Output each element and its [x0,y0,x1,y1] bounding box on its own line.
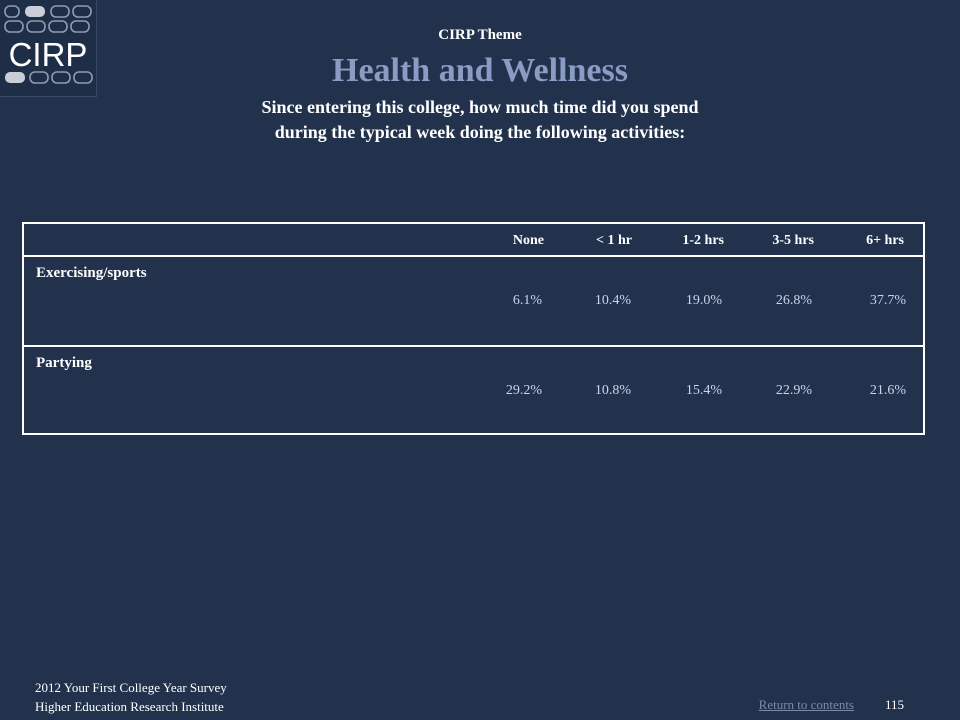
page-number: 115 [884,697,904,712]
table-cell: 22.9% [775,383,812,398]
table-row: Exercising/sports 6.1% 10.4% 19.0% 26.8%… [24,257,923,347]
table-row: Partying 29.2% 10.8% 15.4% 22.9% 21.6% [24,347,923,435]
row-label: Partying [36,355,92,371]
table-cell: 19.0% [685,293,722,308]
table-cell: 37.7% [869,293,906,308]
column-header-none: None [512,233,544,248]
table-cell: 15.4% [685,383,722,398]
theme-label: CIRP Theme [438,27,522,43]
page-title: Health and Wellness [332,52,628,89]
footer-institute-name: Higher Education Research Institute [35,699,224,714]
cirp-logo: CIRP [0,0,97,97]
table-cell: 26.8% [775,293,812,308]
footer-source: 2012 Your First College Year Survey High… [35,678,227,716]
column-header-lt-1-hr: < 1 hr [596,233,632,248]
logo-text: CIRP [9,36,88,73]
footer-survey-name: 2012 Your First College Year Survey [35,680,227,695]
table-cell: 29.2% [505,383,542,398]
column-header-1-2-hrs: 1-2 hrs [682,233,724,248]
table-cell: 6.1% [512,293,542,308]
table-header-row: None < 1 hr 1-2 hrs 3-5 hrs 6+ hrs [24,224,923,257]
return-to-contents-link[interactable]: Return to contents [758,697,854,712]
row-label: Exercising/sports [36,265,147,281]
table-cell: 10.8% [594,383,631,398]
question-line-2: during the typical week doing the follow… [274,122,686,142]
question-line-1: Since entering this college, how much ti… [261,97,699,117]
results-table: None < 1 hr 1-2 hrs 3-5 hrs 6+ hrs Exerc… [22,222,925,435]
column-header-3-5-hrs: 3-5 hrs [772,233,814,248]
column-header-6-plus-hrs: 6+ hrs [866,233,904,248]
table-cell: 21.6% [869,383,906,398]
survey-question: Since entering this college, how much ti… [0,95,960,145]
table-cell: 10.4% [594,293,631,308]
